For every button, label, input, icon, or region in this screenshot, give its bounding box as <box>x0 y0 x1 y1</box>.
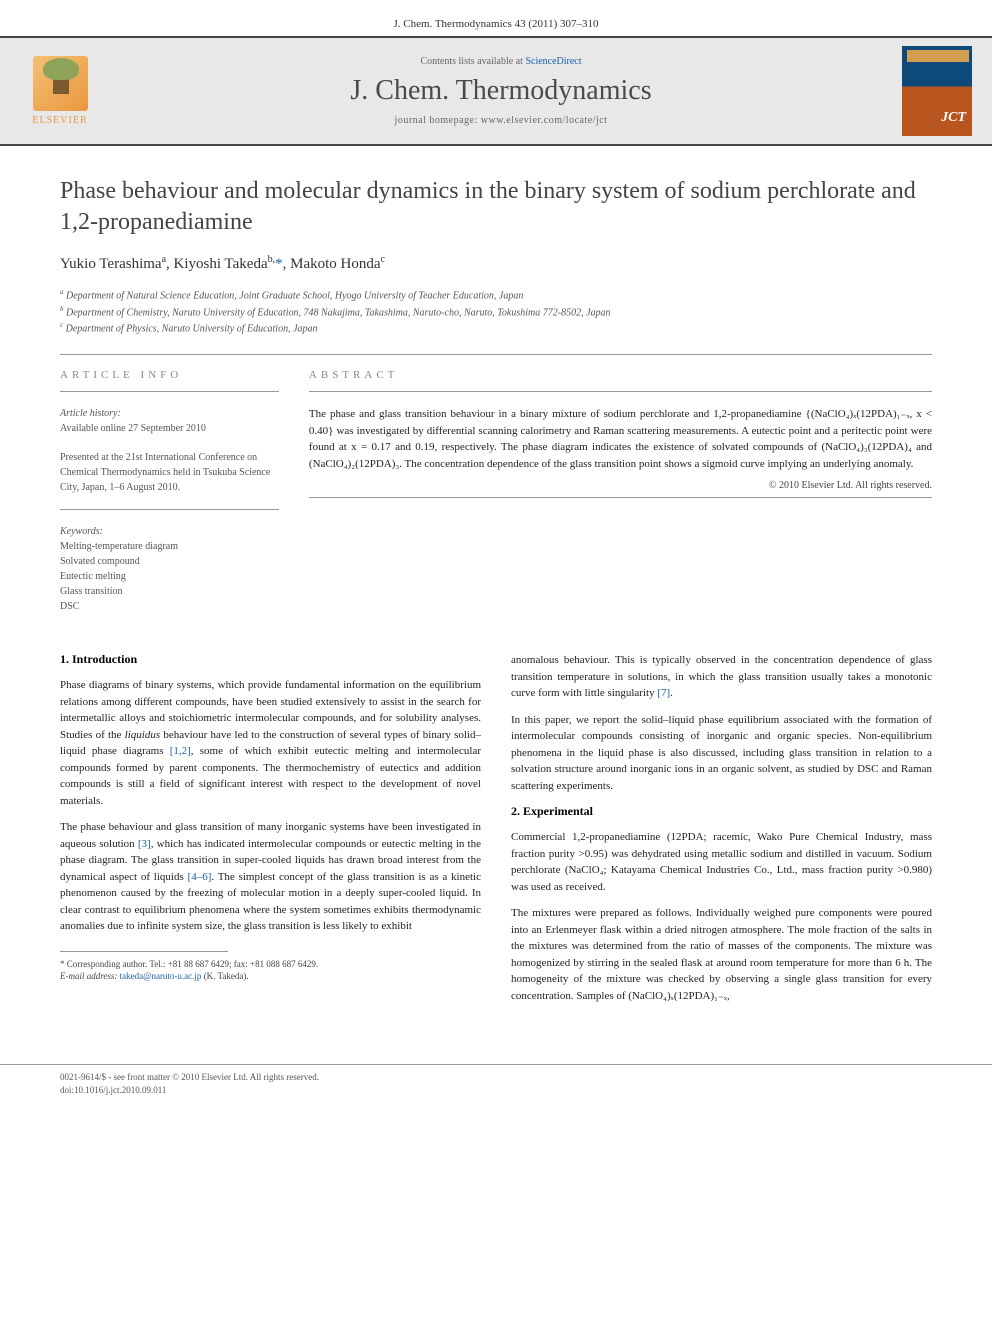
keywords-block: Keywords: Melting-temperature diagramSol… <box>60 524 279 614</box>
divider <box>309 391 932 392</box>
journal-cover <box>902 46 972 136</box>
section-heading-experimental: 2. Experimental <box>511 804 932 819</box>
abstract-copyright: © 2010 Elsevier Ltd. All rights reserved… <box>309 480 932 491</box>
paragraph: Commercial 1,2-propanediamine (12PDA; ra… <box>511 829 932 895</box>
left-column: 1. Introduction Phase diagrams of binary… <box>60 652 481 1014</box>
journal-name: J. Chem. Thermodynamics <box>100 75 902 107</box>
citation: J. Chem. Thermodynamics 43 (2011) 307–31… <box>393 18 598 30</box>
divider <box>60 391 279 392</box>
abstract-heading: ABSTRACT <box>309 369 932 381</box>
paragraph: anomalous behaviour. This is typically o… <box>511 652 932 702</box>
elsevier-tree-icon <box>33 56 88 111</box>
right-column: anomalous behaviour. This is typically o… <box>511 652 932 1014</box>
divider <box>60 509 279 510</box>
doi-line: doi:10.1016/j.jct.2010.09.011 <box>60 1085 166 1095</box>
contents-line: Contents lists available at ScienceDirec… <box>100 56 902 67</box>
abstract-block: ABSTRACT The phase and glass transition … <box>309 369 932 628</box>
journal-homepage: journal homepage: www.elsevier.com/locat… <box>100 115 902 126</box>
journal-banner: ELSEVIER Contents lists available at Sci… <box>0 36 992 146</box>
banner-center: Contents lists available at ScienceDirec… <box>100 56 902 126</box>
content-columns: 1. Introduction Phase diagrams of binary… <box>60 652 932 1014</box>
publisher-logo-block: ELSEVIER <box>20 56 100 126</box>
meta-row: ARTICLE INFO Article history: Available … <box>60 369 932 628</box>
info-heading: ARTICLE INFO <box>60 369 279 381</box>
keywords-list: Melting-temperature diagramSolvated comp… <box>60 541 178 612</box>
footnote-divider <box>60 951 228 952</box>
divider <box>60 354 932 355</box>
abstract-text: The phase and glass transition behaviour… <box>309 406 932 472</box>
paragraph: In this paper, we report the solid–liqui… <box>511 712 932 795</box>
article-body: Phase behaviour and molecular dynamics i… <box>0 146 992 1044</box>
email-link[interactable]: takeda@naruto-u.ac.jp <box>120 971 202 981</box>
article-history: Article history: Available online 27 Sep… <box>60 406 279 436</box>
paragraph: The mixtures were prepared as follows. I… <box>511 905 932 1004</box>
affiliations: a Department of Natural Science Educatio… <box>60 287 932 336</box>
paragraph: The phase behaviour and glass transition… <box>60 819 481 935</box>
paragraph: Phase diagrams of binary systems, which … <box>60 677 481 809</box>
article-info: ARTICLE INFO Article history: Available … <box>60 369 279 628</box>
running-header: J. Chem. Thermodynamics 43 (2011) 307–31… <box>0 0 992 36</box>
section-heading-intro: 1. Introduction <box>60 652 481 667</box>
bottom-meta: 0021-9614/$ - see front matter © 2010 El… <box>0 1064 992 1116</box>
sciencedirect-link[interactable]: ScienceDirect <box>525 56 581 67</box>
article-title: Phase behaviour and molecular dynamics i… <box>60 176 932 238</box>
authors: Yukio Terashimaa, Kiyoshi Takedab,*, Mak… <box>60 254 932 273</box>
presented-at: Presented at the 21st International Conf… <box>60 450 279 495</box>
publisher-name: ELSEVIER <box>32 115 87 126</box>
issn-line: 0021-9614/$ - see front matter © 2010 El… <box>60 1072 319 1082</box>
divider <box>309 497 932 498</box>
journal-cover-icon <box>902 46 972 136</box>
corresponding-footnote: * Corresponding author. Tel.: +81 88 687… <box>60 958 481 983</box>
